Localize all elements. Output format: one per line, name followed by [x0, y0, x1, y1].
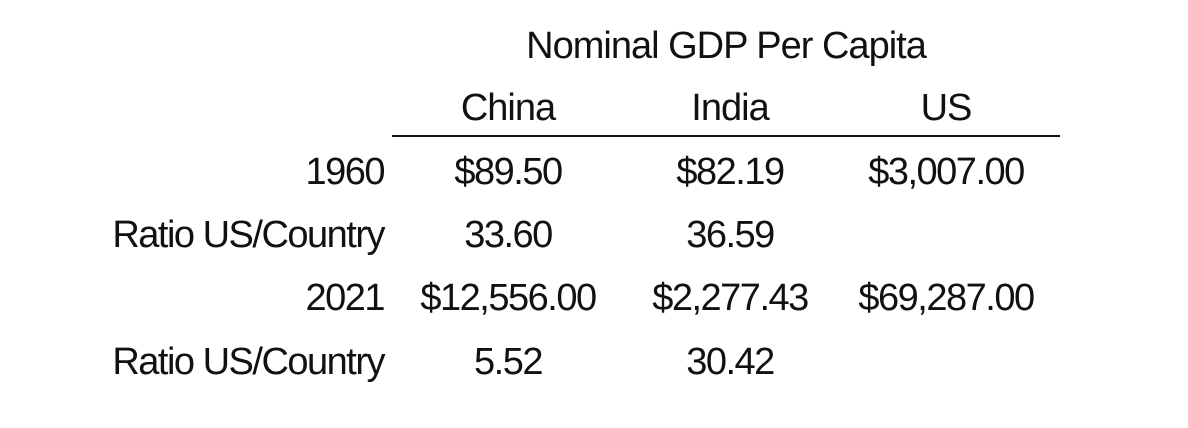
cell-ratio-2021-india: 30.42 — [686, 341, 775, 383]
cell-2021-us: $69,287.00 — [858, 277, 1035, 319]
row-label-1960: 1960 — [305, 151, 385, 193]
column-header-china: China — [460, 87, 556, 129]
table-title: Nominal GDP Per Capita — [526, 25, 927, 67]
column-header-india: India — [691, 87, 769, 129]
cell-ratio-2021-china: 5.52 — [474, 341, 543, 383]
row-label-ratio-2021: Ratio US/Country — [112, 341, 385, 383]
row-label-2021: 2021 — [305, 277, 385, 319]
cell-ratio-1960-china: 33.60 — [464, 214, 553, 256]
cell-1960-china: $89.50 — [454, 151, 563, 193]
column-header-us: US — [920, 87, 973, 129]
cell-2021-india: $2,277.43 — [652, 277, 809, 319]
cell-2021-china: $12,556.00 — [420, 277, 597, 319]
header-divider — [392, 135, 1060, 137]
row-label-ratio-1960: Ratio US/Country — [112, 214, 385, 256]
cell-1960-us: $3,007.00 — [868, 151, 1025, 193]
cell-ratio-1960-india: 36.59 — [686, 214, 775, 256]
cell-1960-india: $82.19 — [676, 151, 785, 193]
